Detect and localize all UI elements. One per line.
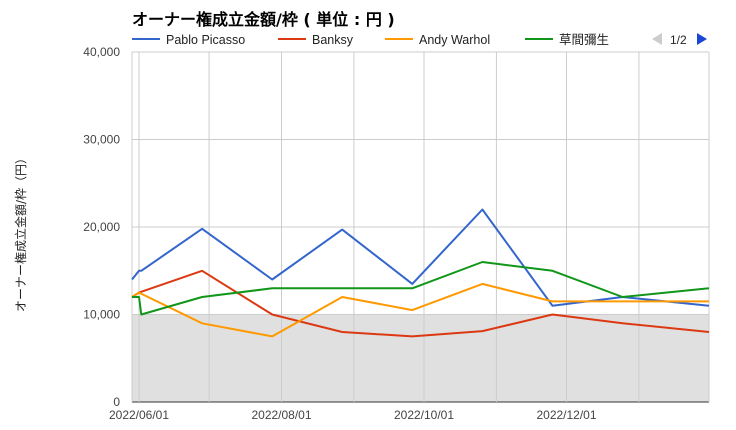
series-line-2 — [131, 269, 710, 338]
pager-text: 1/2 — [670, 33, 687, 47]
y-axis-ticks: 0 10,000 20,000 30,000 40,000 — [83, 45, 120, 409]
legend-pager[interactable]: 1/2 — [652, 33, 707, 47]
triangle-left-icon[interactable] — [652, 33, 662, 45]
y-tick-label: 10,000 — [83, 308, 120, 322]
x-tick-label: 2022/06/01 — [109, 408, 169, 422]
x-tick-label: 2022/08/01 — [251, 408, 311, 422]
gridlines — [131, 51, 710, 403]
series-line-3 — [131, 282, 709, 338]
y-tick-label: 0 — [113, 395, 120, 409]
legend-label-4: 草間彌生 — [559, 33, 609, 47]
legend-label-3: Andy Warhol — [419, 33, 490, 47]
legend-label-2: Banksy — [312, 33, 354, 47]
shaded-band — [132, 314, 709, 402]
x-axis-ticks: 2022/06/01 2022/08/01 2022/10/01 2022/12/01 — [109, 408, 597, 422]
series-line-1 — [131, 208, 710, 307]
y-tick-label: 40,000 — [83, 45, 120, 59]
legend-label-1: Pablo Picasso — [166, 33, 245, 47]
x-tick-label: 2022/12/01 — [536, 408, 596, 422]
series-line-4 — [132, 261, 710, 316]
x-tick-label: 2022/10/01 — [394, 408, 454, 422]
y-axis-label: オーナー権成立金額/枠（円） — [13, 152, 28, 312]
y-tick-label: 20,000 — [83, 220, 120, 234]
chart-title: オーナー権成立金額/枠 ( 単位 : 円 ) — [132, 10, 395, 29]
legend: Pablo Picasso Banksy Andy Warhol 草間彌生 — [132, 33, 609, 47]
series-lines — [131, 208, 710, 338]
triangle-right-icon[interactable] — [697, 33, 707, 45]
y-tick-label: 30,000 — [83, 133, 120, 147]
